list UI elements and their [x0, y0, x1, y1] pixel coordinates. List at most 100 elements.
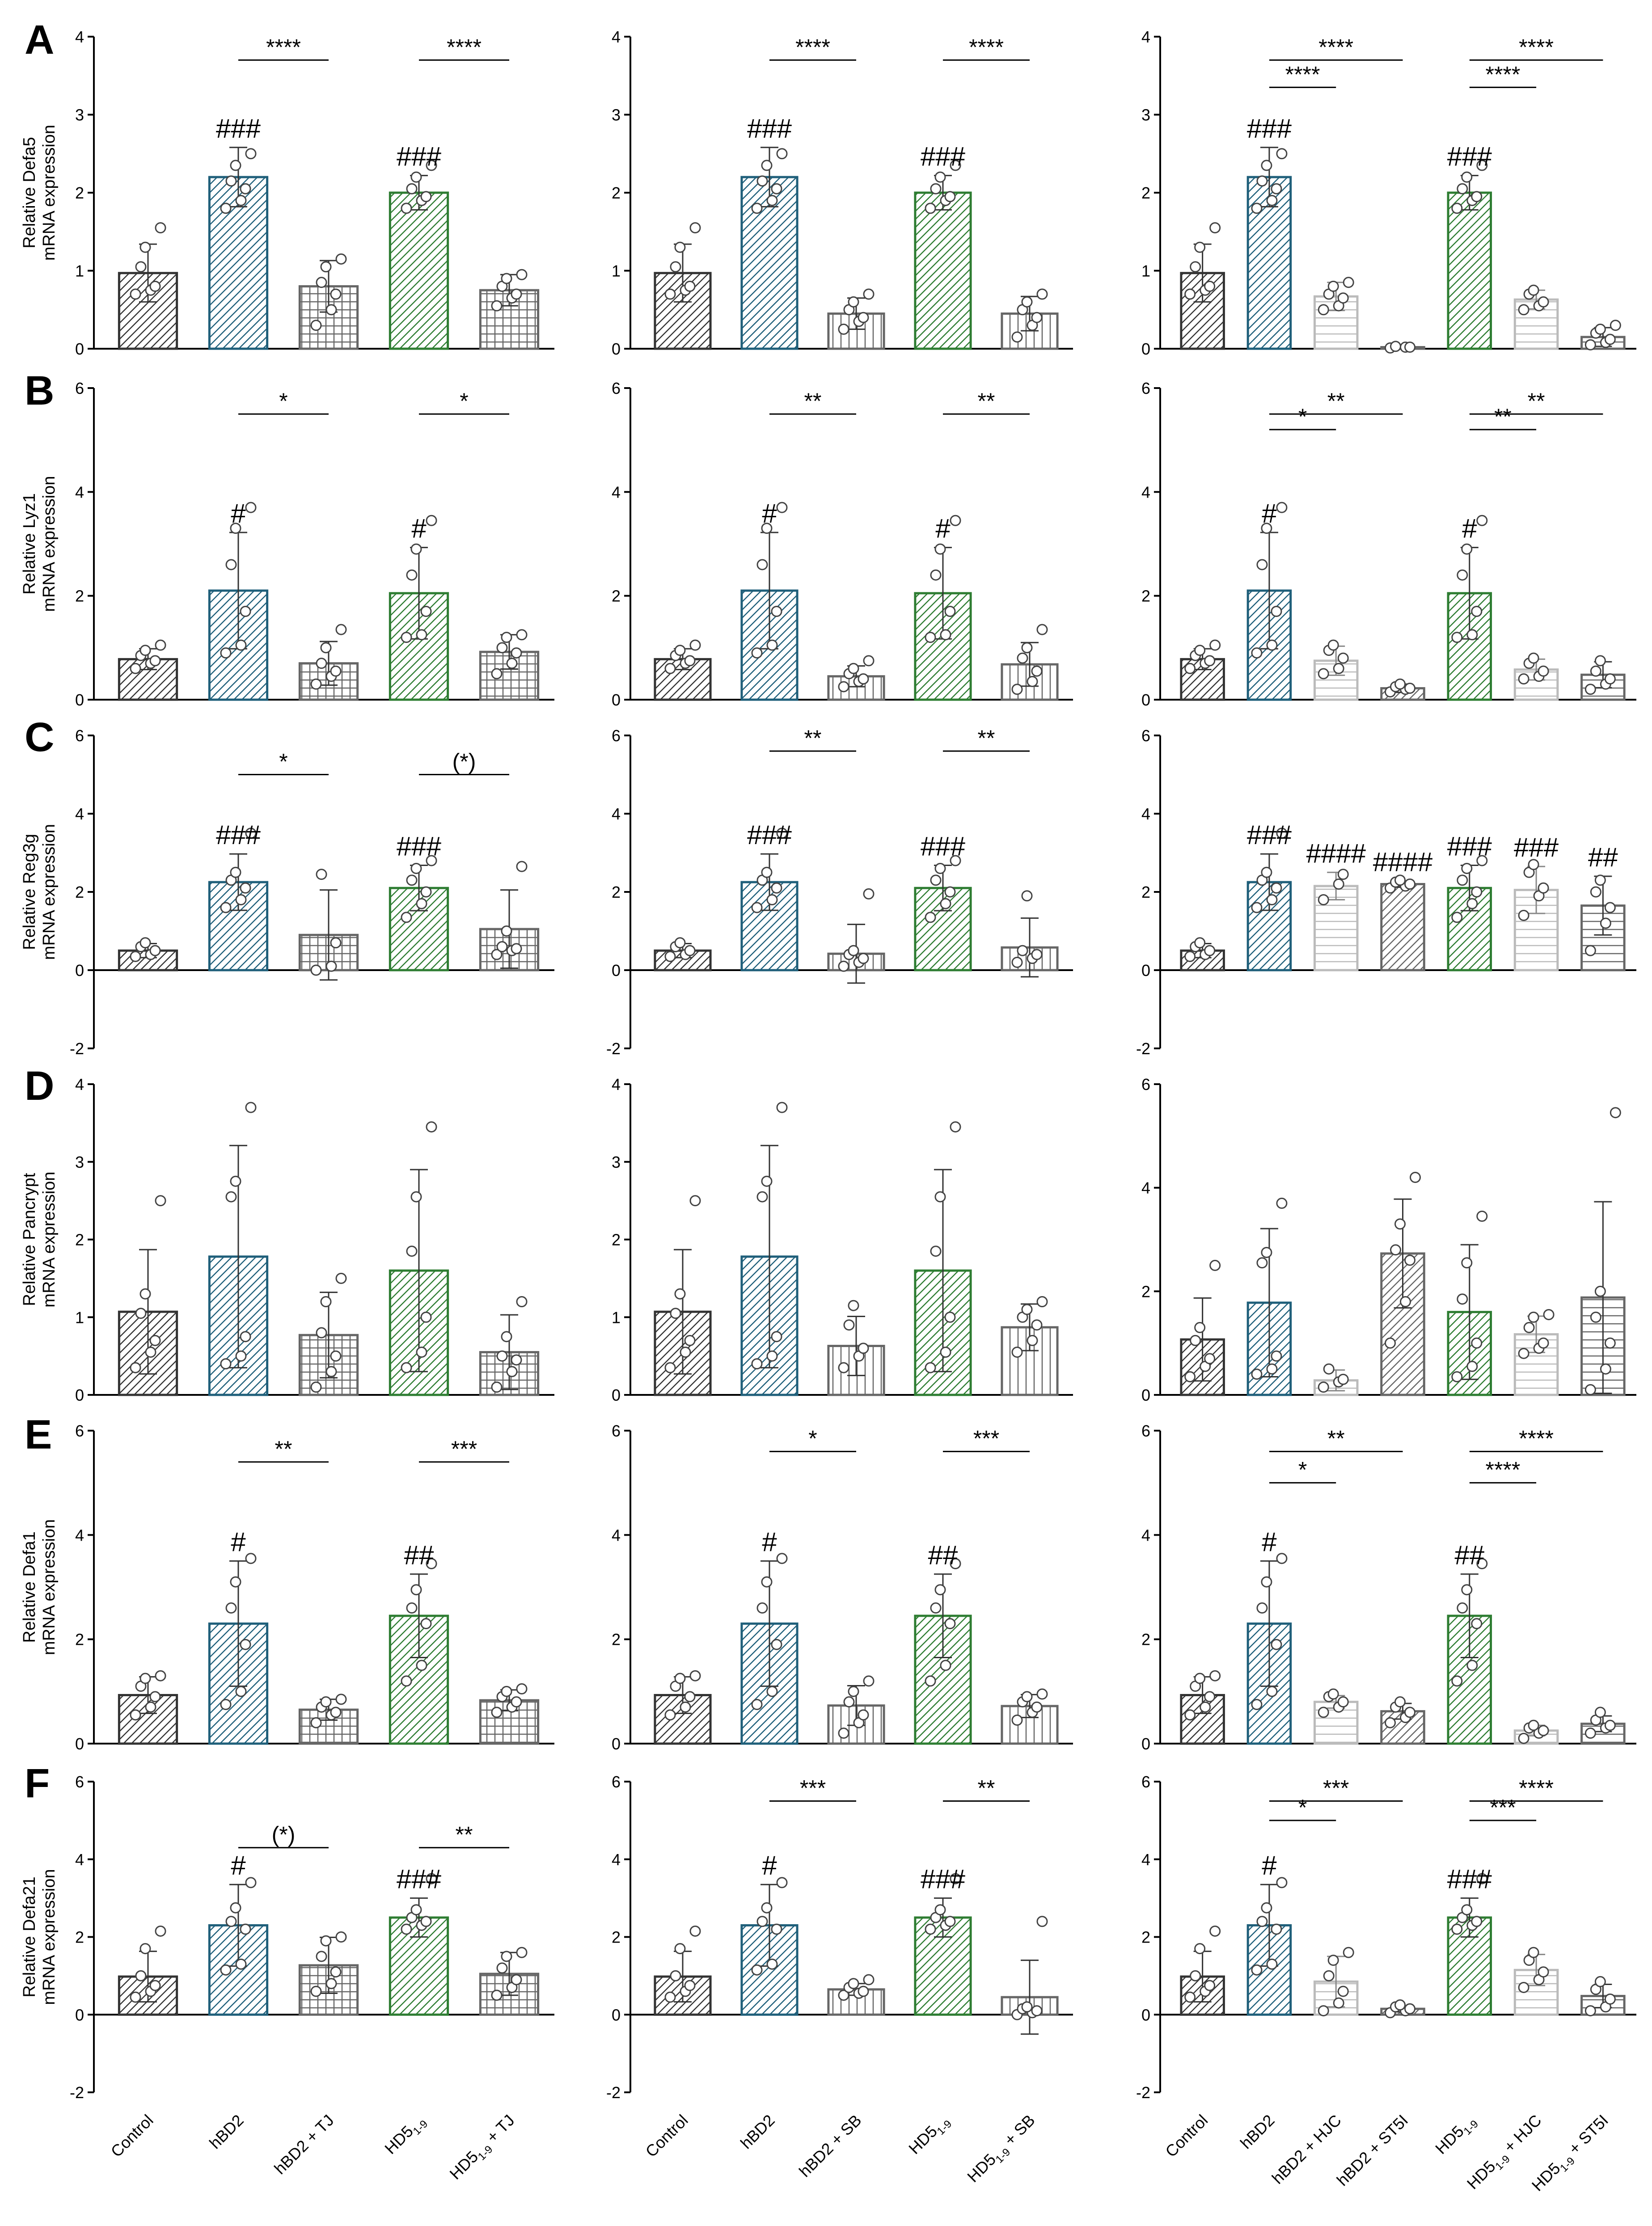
data-point: [858, 1709, 869, 1721]
data-point: [664, 288, 676, 300]
data-point: [1318, 2005, 1329, 2017]
data-point: [1457, 1293, 1468, 1305]
data-point: [925, 1362, 936, 1373]
significance-mark: ##: [1454, 1540, 1484, 1570]
y-tick-label: 2: [75, 1630, 84, 1649]
data-point: [1394, 1999, 1406, 2011]
data-point: [130, 288, 141, 300]
data-point: [401, 1675, 412, 1687]
data-point: [674, 1673, 686, 1684]
panel-A-2: 0 1 2 3 4 ### ### **** ****: [612, 28, 1073, 358]
data-point: [491, 1706, 503, 1718]
data-point: [325, 1366, 337, 1377]
y-axis-label: Relative Defa21: [20, 1876, 39, 1997]
data-point: [674, 241, 686, 253]
significance-mark: ###: [216, 820, 261, 850]
bar: [1447, 191, 1492, 350]
data-point: [245, 1877, 257, 1888]
data-point: [1337, 1985, 1349, 1997]
y-tick-label: 6: [75, 379, 84, 397]
data-point: [320, 1696, 332, 1708]
data-point: [776, 1877, 788, 1888]
y-tick-label: 2: [612, 1231, 621, 1249]
data-point: [689, 1925, 701, 1937]
comparison-label: ***: [973, 1426, 999, 1451]
y-tick-label: 4: [612, 1075, 621, 1094]
data-point: [1318, 1381, 1329, 1393]
significance-mark: ###: [1247, 114, 1292, 144]
data-point: [1600, 917, 1611, 929]
data-point: [930, 1602, 942, 1614]
data-point: [420, 191, 432, 203]
data-point: [1394, 678, 1406, 690]
data-point: [1190, 1970, 1201, 1981]
data-point: [1021, 1304, 1033, 1315]
data-point: [1266, 1685, 1278, 1697]
data-point: [766, 194, 778, 206]
data-point: [771, 183, 782, 194]
x-tick-label: hBD2: [737, 2111, 778, 2153]
data-point: [416, 898, 427, 909]
data-point: [1471, 191, 1483, 203]
data-point: [930, 183, 942, 194]
y-tick-label: -2: [70, 2083, 84, 2102]
data-point: [1457, 1602, 1468, 1614]
comparison-label: **: [804, 726, 822, 751]
data-point: [1204, 1691, 1216, 1702]
x-label-main: HD5: [446, 2147, 482, 2183]
data-point: [930, 569, 942, 581]
data-point: [139, 241, 151, 253]
data-point: [848, 296, 859, 308]
data-point: [1021, 296, 1033, 308]
data-point: [1610, 320, 1621, 331]
data-point: [320, 1935, 332, 1947]
data-point: [1543, 1309, 1555, 1320]
y-tick-label: 6: [612, 1422, 621, 1440]
data-point: [335, 1694, 347, 1705]
data-point: [1604, 1994, 1616, 2005]
x-tick-label: hBD2 + ST5I: [1333, 2111, 1411, 2189]
y-tick-label: 4: [1141, 1179, 1150, 1197]
data-point: [1604, 334, 1616, 345]
data-point: [1327, 280, 1339, 292]
data-point: [1476, 1558, 1488, 1569]
data-point: [1011, 957, 1023, 968]
data-point: [139, 937, 151, 949]
y-tick-label: 4: [612, 1850, 621, 1869]
significance-mark: ###: [747, 820, 792, 850]
data-point: [1204, 655, 1216, 667]
data-point: [1404, 1706, 1415, 1718]
y-tick-label: 0: [1141, 340, 1150, 358]
y-tick-label: 1: [75, 1308, 84, 1326]
x-tick-label: HD51-9: [1432, 2111, 1481, 2160]
data-point: [689, 1195, 701, 1207]
data-point: [420, 606, 432, 617]
x-label-main: HD5: [1463, 2157, 1499, 2193]
significance-mark: ####: [1373, 847, 1433, 877]
data-point: [511, 1974, 522, 1985]
significance-mark: #: [1262, 498, 1277, 528]
y-tick-label: 6: [1141, 1773, 1150, 1791]
data-point: [934, 1191, 946, 1203]
data-point: [230, 1902, 241, 1913]
data-point: [1333, 1997, 1344, 2009]
data-point: [1590, 665, 1601, 677]
x-label-main: HD5: [1432, 2122, 1467, 2158]
comparison-label: ****: [969, 34, 1004, 59]
data-point: [1518, 673, 1529, 685]
comparison-label: **: [1494, 404, 1512, 429]
data-point: [1276, 1553, 1288, 1564]
significance-mark: ###: [397, 142, 442, 172]
data-point: [220, 902, 232, 913]
data-point: [1021, 1691, 1033, 1702]
comparison-label: *: [279, 389, 287, 414]
data-point: [511, 943, 522, 955]
significance-mark: ###: [1247, 820, 1292, 850]
data-point: [858, 1343, 869, 1354]
data-point: [130, 1991, 141, 2003]
y-tick-label: 1: [612, 262, 621, 280]
data-point: [950, 160, 961, 171]
data-point: [1404, 1255, 1415, 1266]
significance-mark: ###: [1447, 832, 1492, 862]
data-point: [149, 945, 161, 956]
